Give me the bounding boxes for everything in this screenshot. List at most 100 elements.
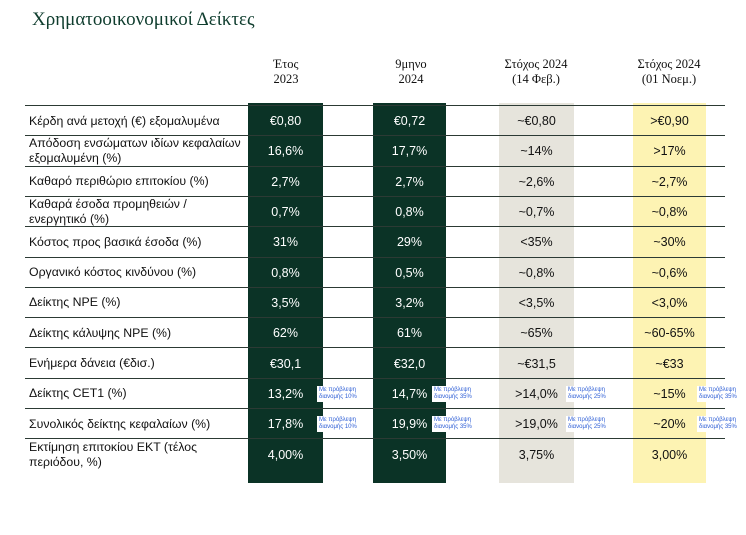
- col-target-feb-value: ~€0,80: [517, 114, 556, 129]
- col-target-nov-value: 3,00%: [651, 448, 688, 463]
- col-2023-value: 17,8%: [267, 417, 304, 432]
- col-target-feb-value: ~0,8%: [518, 265, 555, 280]
- col-target-feb-value: 3,75%: [518, 448, 555, 463]
- distribution-note: Με πρόβλεψη διανομής 25%: [566, 385, 608, 402]
- col-target-feb-value: <35%: [520, 235, 553, 250]
- header-line-2: (14 Φεβ.): [512, 72, 560, 86]
- col-2023-value: 13,2%: [267, 386, 304, 401]
- col-2023-value: 31%: [272, 235, 299, 250]
- distribution-note: Με πρόβλεψη διανομής 25%: [566, 416, 608, 432]
- distribution-note: Με πρόβλεψη διανομής 10%: [317, 385, 359, 402]
- col-9m-2024-value: €32,0: [393, 356, 426, 371]
- col-2023-value: 2,7%: [271, 174, 300, 189]
- note-line: Με πρόβλεψη: [568, 386, 605, 393]
- col-target-feb-value: ~0,7%: [518, 205, 555, 220]
- row-label: Συνολικός δείκτης κεφαλαίων (%): [29, 416, 211, 431]
- row-label: Ενήμερα δάνεια (€δισ.): [29, 356, 155, 371]
- col-target-nov-value: ~20%: [653, 417, 686, 432]
- distribution-note: Με πρόβλεψη διανομής 35%: [432, 416, 474, 432]
- col-9m-2024-value: 0,8%: [395, 205, 424, 220]
- row-separator: [25, 226, 725, 228]
- row-label: Απόδοση ενσώματων ιδίων κεφαλαίων εξομαλ…: [29, 136, 241, 166]
- row-separator: [25, 256, 725, 258]
- col-9m-2024-value: 3,50%: [391, 448, 428, 463]
- note-line: διανομής 10%: [319, 424, 357, 430]
- note-line: Με πρόβλεψη: [319, 386, 356, 393]
- note-line: διανομής 10%: [319, 393, 357, 400]
- note-line: διανομής 35%: [434, 393, 472, 400]
- distribution-note: Με πρόβλεψη διανομής 35%: [432, 385, 474, 402]
- header-line-1: 9μηνο: [395, 57, 427, 71]
- col-target-nov-value: ~30%: [653, 235, 686, 250]
- col-2023-value: 0,8%: [271, 265, 300, 280]
- col-2023-value: 62%: [272, 326, 299, 341]
- page-title: Χρηματοοικονομικοί Δείκτες: [32, 9, 255, 30]
- col-target-feb-value: ~2,6%: [518, 174, 555, 189]
- col-target-feb-value: ~€31,5: [517, 356, 556, 371]
- col-2023-value: €30,1: [269, 356, 302, 371]
- col-target-nov-value: ~€33: [655, 356, 684, 371]
- row-separator: [25, 135, 725, 137]
- col-target-feb-value: <3,5%: [518, 295, 555, 310]
- row-separator: [25, 377, 725, 379]
- row-label: Κέρδη ανά μετοχή (€) εξομαλυμένα: [29, 113, 220, 128]
- row-separator: [25, 105, 725, 106]
- col-9m-2024-header: 9μηνο 2024: [361, 57, 461, 87]
- note-line: Με πρόβλεψη: [319, 417, 356, 423]
- note-line: Με πρόβλεψη: [434, 417, 471, 423]
- note-line: Με πρόβλεψη: [568, 417, 605, 423]
- row-label: Καθαρά έσοδα προμηθειών / ενεργητικό (%): [29, 197, 187, 227]
- header-line-2: (01 Νοεμ.): [641, 72, 697, 86]
- col-target-feb-value: ~65%: [520, 326, 553, 341]
- col-target-feb-header: Στόχος 2024 (14 Φεβ.): [486, 57, 586, 87]
- col-target-nov-value: ~0,8%: [651, 205, 688, 220]
- note-line: Με πρόβλεψη: [699, 417, 736, 423]
- col-9m-2024-value: 2,7%: [395, 174, 424, 189]
- col-9m-2024-value: 29%: [396, 235, 423, 250]
- row-separator: [25, 195, 725, 197]
- col-9m-2024-value: 17,7%: [391, 144, 428, 159]
- col-2023-value: 0,7%: [271, 205, 300, 220]
- col-2023-header: Έτος 2023: [236, 57, 336, 87]
- col-2023-value: 3,5%: [271, 295, 300, 310]
- distribution-note: Με πρόβλεψη διανομής 10%: [317, 416, 359, 432]
- col-9m-2024-value: 14,7%: [391, 386, 428, 401]
- distribution-note: Με πρόβλεψη διανομής 35%: [697, 416, 739, 432]
- row-label: Οργανικό κόστος κινδύνου (%): [29, 265, 197, 280]
- col-target-nov-value: >17%: [653, 144, 686, 159]
- header-line-1: Στόχος 2024: [637, 57, 701, 71]
- col-9m-2024-value: €0,72: [393, 114, 426, 129]
- note-line: διανομής 25%: [568, 424, 606, 430]
- row-label: Δείκτης CET1 (%): [29, 386, 127, 401]
- col-9m-2024-value: 61%: [396, 326, 423, 341]
- col-target-nov-value: ~0,6%: [651, 265, 688, 280]
- note-line: διανομής 25%: [568, 393, 606, 400]
- col-target-nov-value: ~60-65%: [644, 326, 695, 341]
- row-separator: [25, 165, 725, 167]
- row-separator: [25, 286, 725, 288]
- row-label: Κόστος προς βασικά έσοδα (%): [29, 234, 202, 249]
- row-separator: [25, 408, 725, 409]
- row-label: Δείκτης κάλυψης NPE (%): [29, 325, 172, 340]
- row-separator: [25, 317, 725, 319]
- col-2023-value: €0,80: [269, 114, 302, 129]
- col-2023-value: 16,6%: [267, 144, 304, 159]
- note-line: διανομής 35%: [699, 424, 737, 430]
- col-9m-2024-value: 19,9%: [391, 417, 428, 432]
- note-line: Με πρόβλεψη: [434, 386, 471, 393]
- col-9m-2024-value: 3,2%: [395, 295, 424, 310]
- distribution-note: Με πρόβλεψη διανομής 35%: [697, 385, 739, 402]
- col-2023-value: 4,00%: [267, 448, 304, 463]
- note-line: Με πρόβλεψη: [699, 386, 736, 393]
- col-target-nov-value: >€0,90: [650, 114, 689, 129]
- col-target-nov-value: ~15%: [653, 386, 686, 401]
- col-target-nov-value: <3,0%: [651, 295, 688, 310]
- note-line: διανομής 35%: [699, 393, 737, 400]
- col-target-feb-value: ~14%: [520, 144, 553, 159]
- row-label: Καθαρό περιθώριο επιτοκίου (%): [29, 174, 209, 189]
- row-label: Εκτίμηση επιτοκίου ΕΚΤ (τέλος περιόδου, …: [29, 440, 198, 470]
- col-target-feb-value: >19,0%: [515, 417, 558, 432]
- note-line: διανομής 35%: [434, 424, 472, 430]
- header-line-1: Στόχος 2024: [504, 57, 568, 71]
- row-separator: [25, 438, 725, 440]
